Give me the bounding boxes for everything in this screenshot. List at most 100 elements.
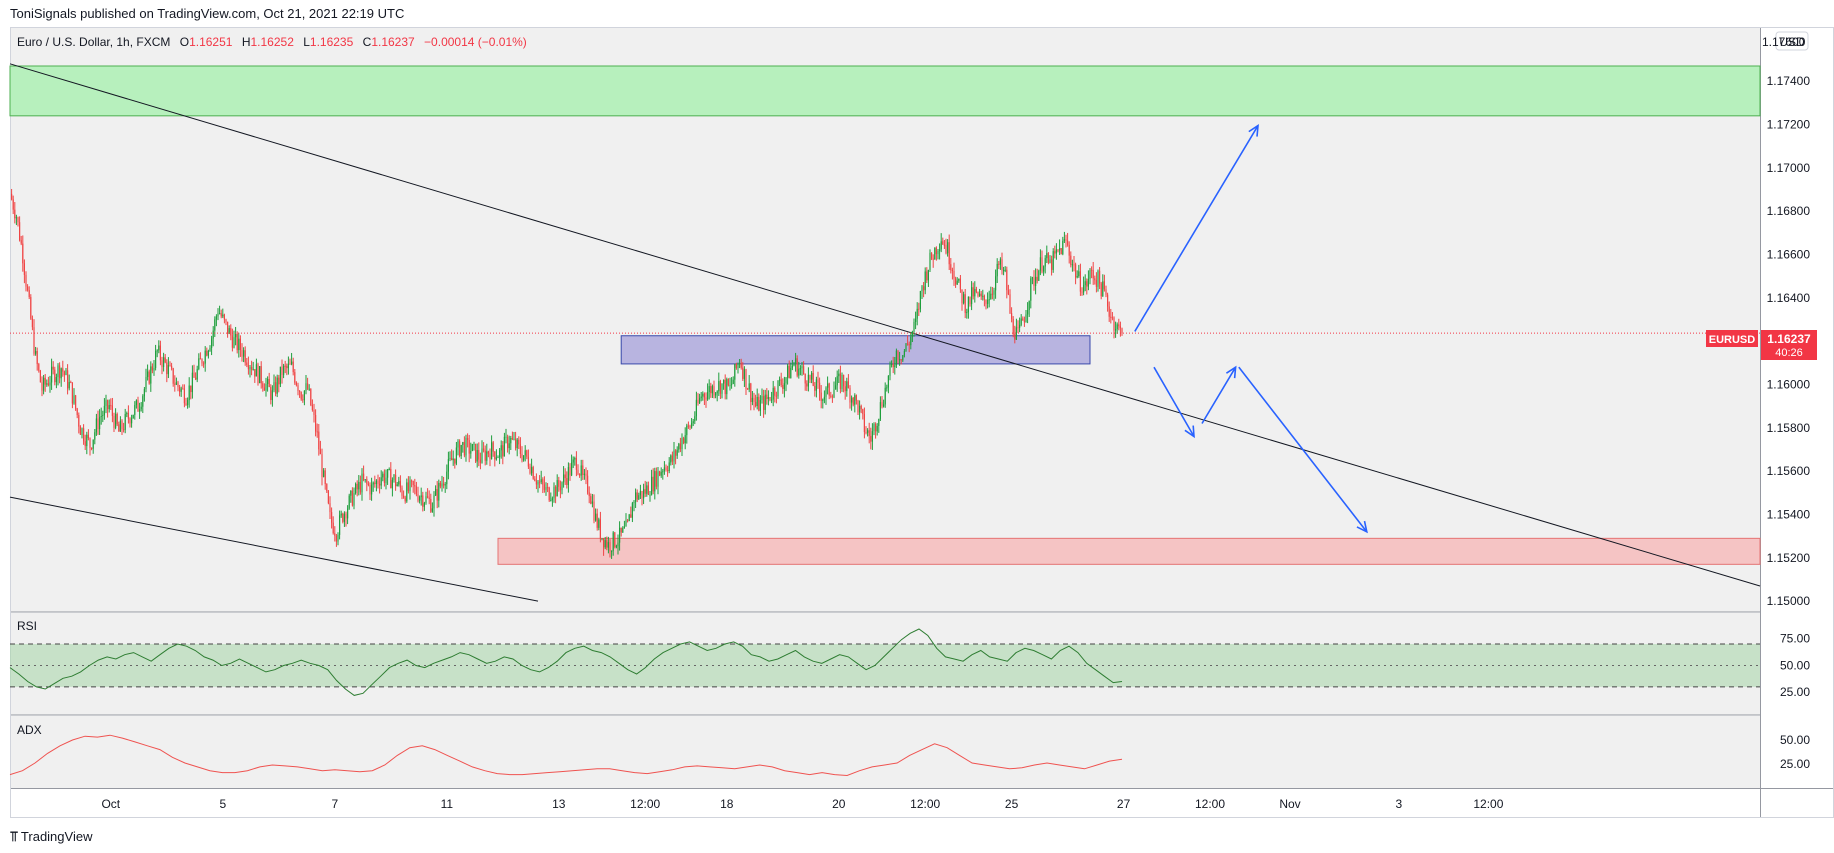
candle-body bbox=[139, 409, 141, 412]
candle-body bbox=[470, 450, 472, 454]
candle-body bbox=[811, 372, 813, 380]
candle-body bbox=[359, 481, 361, 493]
candle-body bbox=[107, 400, 109, 410]
candle-body bbox=[974, 289, 976, 297]
currency-label[interactable]: USD bbox=[1775, 31, 1809, 51]
candle-body bbox=[750, 383, 752, 403]
candle-body bbox=[447, 459, 449, 472]
candle-body bbox=[623, 526, 625, 528]
candle-body bbox=[15, 217, 17, 219]
candle-body bbox=[804, 374, 806, 384]
candle-body bbox=[89, 438, 91, 448]
candle-body bbox=[292, 361, 294, 373]
candle-body bbox=[895, 350, 897, 366]
adx-pane: ADX 50.00 25.00 bbox=[9, 723, 1810, 777]
candle-body bbox=[331, 512, 333, 523]
candle-body bbox=[951, 270, 953, 272]
candle-body bbox=[1055, 249, 1057, 254]
candle-body bbox=[267, 378, 269, 384]
candle-body bbox=[1099, 270, 1101, 284]
candle-body bbox=[955, 278, 957, 285]
candle-body bbox=[822, 399, 824, 401]
badge-symbol-bg bbox=[1706, 330, 1758, 347]
candle-body bbox=[734, 364, 736, 380]
legend[interactable]: Euro / U.S. Dollar, 1h, FXCM O1.16251 H1… bbox=[17, 35, 527, 49]
arrow-head-icon bbox=[1184, 425, 1195, 439]
candle-body bbox=[604, 540, 606, 548]
candle-body bbox=[195, 377, 197, 380]
candle-body bbox=[367, 483, 369, 485]
candle-body bbox=[507, 436, 509, 449]
legend-low: 1.16235 bbox=[310, 35, 354, 49]
candle-body bbox=[956, 280, 958, 285]
candle-body bbox=[353, 493, 355, 506]
candle-body bbox=[598, 519, 600, 528]
candle-body bbox=[479, 459, 481, 463]
candle-body bbox=[191, 372, 193, 393]
candle-body bbox=[915, 318, 917, 322]
candle-body bbox=[572, 459, 574, 463]
candle-body bbox=[366, 479, 368, 484]
candle-body bbox=[393, 474, 395, 480]
candle-body bbox=[1027, 310, 1029, 315]
candle-body bbox=[204, 350, 206, 364]
candle-body bbox=[950, 264, 952, 271]
candle-body bbox=[916, 308, 918, 319]
price-axis[interactable]: 1.17400 1.17200 1.17000 1.16800 1.16600 1.164… bbox=[1767, 74, 1811, 608]
candle-body bbox=[265, 383, 267, 391]
candle-body bbox=[820, 392, 822, 401]
candle-body bbox=[65, 370, 67, 375]
candle-body bbox=[550, 500, 552, 502]
candle-body bbox=[452, 458, 454, 461]
candle-body bbox=[500, 445, 502, 451]
candle-body bbox=[535, 480, 537, 485]
candle-body bbox=[47, 383, 49, 386]
candle-body bbox=[142, 396, 144, 407]
candle-body bbox=[921, 286, 923, 292]
candle-body bbox=[726, 379, 728, 395]
candle-body bbox=[894, 365, 896, 368]
candle-body bbox=[667, 470, 669, 472]
footer-brand[interactable]: ⫪ TradingView bbox=[10, 828, 92, 845]
candle-body bbox=[54, 369, 56, 383]
candle-body bbox=[491, 442, 493, 460]
candle-body bbox=[971, 287, 973, 305]
candle-body bbox=[391, 479, 393, 489]
candle-body bbox=[718, 381, 720, 392]
candle-body bbox=[582, 465, 584, 475]
candle-body bbox=[1063, 239, 1065, 242]
candle-body bbox=[700, 396, 702, 399]
candle-body bbox=[729, 385, 731, 387]
candle-body bbox=[439, 482, 441, 487]
candle-body bbox=[382, 473, 384, 478]
candle-body bbox=[435, 489, 437, 496]
candle-body bbox=[455, 447, 457, 464]
candle-body bbox=[36, 351, 38, 365]
candle-body bbox=[556, 480, 558, 497]
projection-arrow bbox=[1134, 125, 1259, 332]
candle-body bbox=[228, 328, 230, 334]
candle-body bbox=[1007, 290, 1009, 295]
candle-body bbox=[145, 376, 147, 389]
arrows-layer bbox=[1134, 124, 1368, 534]
candle-body bbox=[489, 453, 491, 460]
candle-body bbox=[972, 287, 974, 297]
candle-body bbox=[958, 278, 960, 281]
candle-body bbox=[694, 416, 696, 422]
candle-body bbox=[159, 345, 161, 361]
candle-body bbox=[1068, 244, 1070, 256]
badge-countdown: 40:26 bbox=[1775, 347, 1803, 359]
candle-body bbox=[982, 295, 984, 297]
candle-body bbox=[46, 383, 48, 385]
candle-body bbox=[339, 515, 341, 535]
candle-body bbox=[553, 486, 555, 499]
arrow-head-icon bbox=[1248, 124, 1259, 137]
candle-body bbox=[751, 397, 753, 403]
candle-body bbox=[300, 391, 302, 400]
time-axis[interactable]: Oct 5 7 11 13 12:00 18 20 12:00 25 27 12:00 Nov 3 12:0… bbox=[101, 797, 1503, 811]
candle-body bbox=[499, 450, 501, 458]
candle-body bbox=[27, 286, 29, 291]
candle-body bbox=[662, 471, 664, 473]
candle-body bbox=[270, 387, 272, 401]
